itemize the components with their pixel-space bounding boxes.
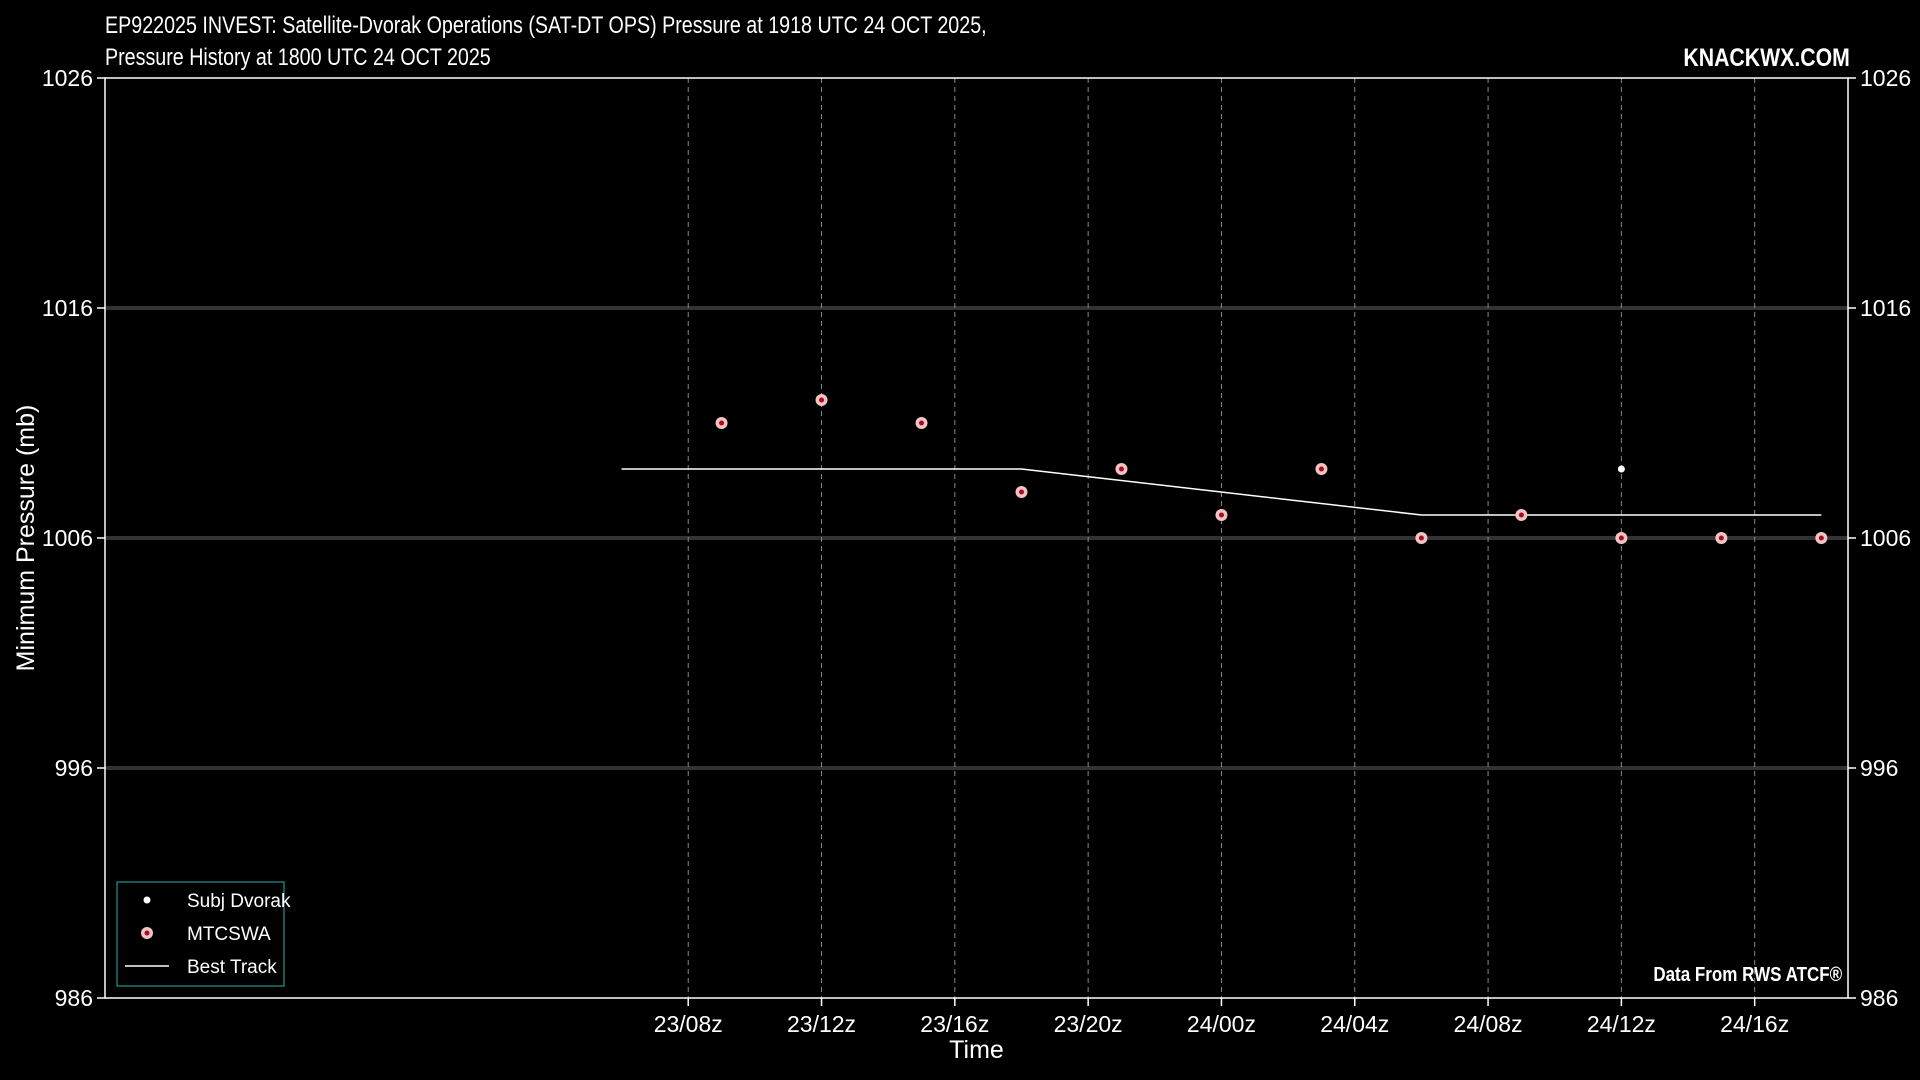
subj-dvorak-point [1617, 465, 1625, 473]
chart-title-line-1: EP922025 INVEST: Satellite-Dvorak Operat… [105, 12, 987, 39]
mtcswa-point [1715, 532, 1728, 544]
legend-label-subj-dvorak: Subj Dvorak [187, 891, 291, 912]
legend: Subj Dvorak MTCSWA Best Track [116, 881, 291, 987]
y-axis-ticks: 986 986 996 996 1006 1006 1016 1016 1026 1026 [42, 65, 1911, 1011]
mtcswa-point [1815, 532, 1828, 544]
legend-label-mtcswa: MTCSWA [187, 924, 271, 945]
mtcswa-point [715, 417, 728, 429]
x-tick-label: 23/16z [920, 1011, 989, 1037]
mtcswa-point [915, 417, 928, 429]
y-tick-label: 1026 [42, 65, 93, 91]
x-tick-label: 24/12z [1587, 1011, 1656, 1037]
x-tick-label: 23/08z [654, 1011, 723, 1037]
mtcswa-point-center [1618, 535, 1624, 541]
legend-symbol-mtcswa-center [144, 930, 150, 936]
chart-title: EP922025 INVEST: Satellite-Dvorak Operat… [105, 10, 987, 74]
mtcswa-point-center [1418, 535, 1424, 541]
y-tick-label-right: 996 [1860, 755, 1898, 781]
y-tick-label: 1016 [42, 295, 93, 321]
mtcswa-point-center [1118, 466, 1124, 472]
mtcswa-point [1415, 532, 1428, 544]
data-source-note: Data From RWS ATCF® [1653, 964, 1842, 986]
x-tick-label: 24/04z [1320, 1011, 1389, 1037]
y-tick-label-right: 1026 [1860, 65, 1911, 91]
mtcswa-point-center [819, 397, 825, 403]
mtcswa-point-center [1218, 512, 1224, 518]
y-tick-label: 1006 [42, 525, 93, 551]
mtcswa-point [1615, 532, 1628, 544]
mtcswa-point [1315, 463, 1328, 475]
mtcswa-point-center [1018, 489, 1024, 495]
mtcswa-point [815, 394, 828, 406]
watermark: KNACKWX.COM [1683, 44, 1850, 72]
data-series [621, 394, 1828, 544]
mtcswa-point [1115, 463, 1128, 475]
mtcswa-point-center [1318, 466, 1324, 472]
legend-label-best-track: Best Track [187, 957, 277, 978]
mtcswa-point-center [1518, 512, 1524, 518]
x-axis-ticks: 23/08z 23/12z 23/16z 23/20z 24/00z 24/04z 24/0… [654, 998, 1789, 1037]
x-tick-label: 24/16z [1720, 1011, 1789, 1037]
y-tick-label: 986 [55, 985, 93, 1011]
y-tick-label-right: 986 [1860, 985, 1898, 1011]
chart-title-line-2: Pressure History at 1800 UTC 24 OCT 2025 [105, 44, 491, 71]
x-tick-label: 23/20z [1054, 1011, 1123, 1037]
x-tick-label: 23/12z [787, 1011, 856, 1037]
y-tick-label: 996 [55, 755, 93, 781]
y-tick-label-right: 1006 [1860, 525, 1911, 551]
x-axis-label: Time [949, 1036, 1004, 1064]
mtcswa-point-center [1718, 535, 1724, 541]
mtcswa-point-center [719, 420, 725, 426]
grid-lines [105, 78, 1848, 998]
mtcswa-point [1515, 509, 1528, 521]
mtcswa-point-center [919, 420, 925, 426]
x-tick-label: 24/00z [1187, 1011, 1256, 1037]
x-tick-label: 24/08z [1454, 1011, 1523, 1037]
y-axis-label: Minimum Pressure (mb) [12, 405, 40, 672]
mtcswa-point [1015, 486, 1028, 498]
best-track-line [621, 468, 1822, 516]
legend-symbol-subj-dvorak [143, 896, 151, 904]
mtcswa-point-center [1818, 535, 1824, 541]
y-tick-label-right: 1016 [1860, 295, 1911, 321]
mtcswa-point [1215, 509, 1228, 521]
